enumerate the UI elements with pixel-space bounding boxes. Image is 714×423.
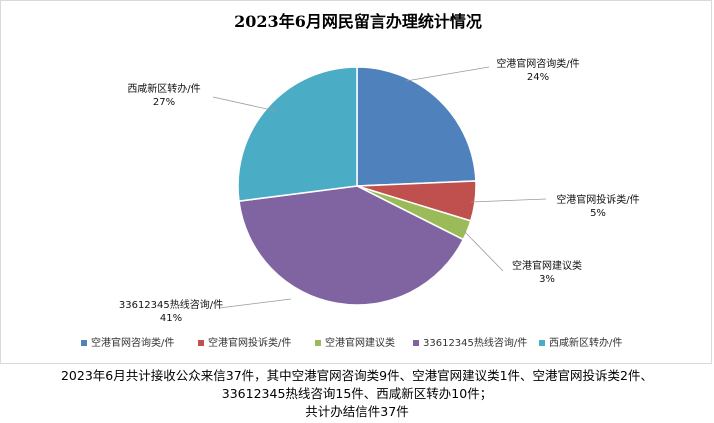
- leader-line: [212, 96, 277, 112]
- slice-category-label: 西咸新区转办/件: [127, 82, 200, 95]
- leader-line: [470, 198, 547, 203]
- leader-line: [462, 229, 504, 272]
- legend-label: 空港官网建议类: [325, 336, 395, 349]
- chart-area: 2023年6月网民留言办理统计情况 空港官网咨询类/件 24% 空港官网投诉类/件 5…: [0, 0, 712, 364]
- summary-line-1: 2023年6月共计接收公众来信37件，其中空港官网咨询类9件、空港官网建议类1件…: [60, 368, 654, 383]
- pie-chart: 2023年6月网民留言办理统计情况 空港官网咨询类/件 24% 空港官网投诉类/件 5…: [81, 12, 640, 349]
- leader-line: [405, 66, 490, 82]
- summary-line-3: 共计办结信件37件: [305, 404, 409, 419]
- legend-swatch: [198, 340, 204, 346]
- pie-slice: [238, 185, 465, 306]
- legend-swatch: [539, 340, 545, 346]
- slice-percent-label: 24%: [527, 72, 549, 83]
- slice-category-label: 空港官网投诉类/件: [556, 193, 639, 206]
- legend-swatch: [315, 340, 321, 346]
- summary-note: 2023年6月共计接收公众来信37件，其中空港官网咨询类9件、空港官网建议类1件…: [0, 367, 714, 423]
- legend-label: 空港官网投诉类/件: [208, 336, 291, 349]
- slice-percent-label: 5%: [590, 208, 606, 219]
- legend-label: 空港官网咨询类/件: [91, 336, 174, 349]
- chart-title: 2023年6月网民留言办理统计情况: [234, 12, 482, 31]
- pie-slice: [237, 66, 358, 202]
- leader-line: [218, 298, 292, 309]
- slice-category-label: 空港官网咨询类/件: [496, 57, 579, 70]
- legend-label: 33612345热线咨询/件: [423, 336, 527, 349]
- slice-category-label: 空港官网建议类: [512, 259, 582, 272]
- legend-swatch: [81, 340, 87, 346]
- slice-percent-label: 27%: [153, 97, 175, 108]
- summary-line-2: 33612345热线咨询15件、西咸新区转办10件；: [221, 386, 493, 401]
- slice-percent-label: 3%: [539, 274, 555, 285]
- legend-swatch: [413, 340, 419, 346]
- legend-label: 西咸新区转办/件: [549, 336, 622, 349]
- slice-category-label: 33612345热线咨询/件: [119, 298, 223, 311]
- pie-slice: [356, 66, 477, 187]
- slice-percent-label: 41%: [160, 313, 182, 324]
